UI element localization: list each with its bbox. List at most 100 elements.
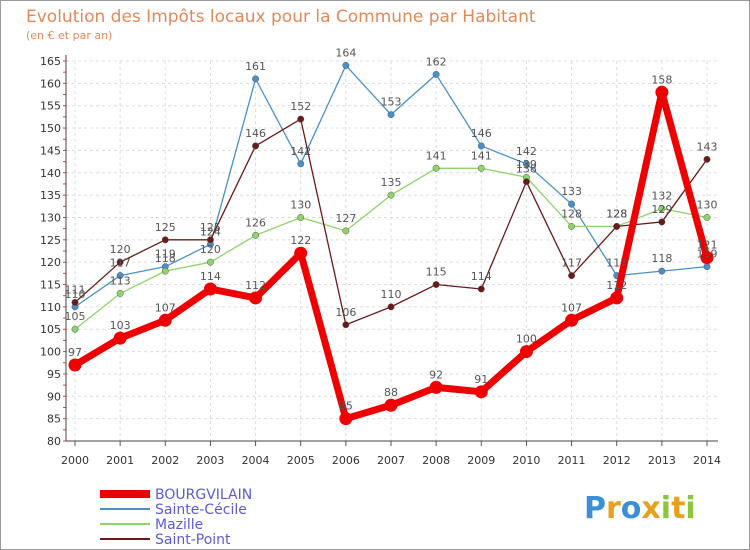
data-label: 146: [471, 127, 492, 140]
data-point: [206, 258, 214, 266]
data-label: 97: [68, 346, 82, 359]
data-label: 112: [606, 279, 627, 292]
data-label: 85: [339, 400, 353, 413]
x-tick-label: 2006: [332, 454, 360, 467]
data-label: 117: [561, 257, 582, 270]
data-point: [71, 298, 79, 306]
data-label: 118: [651, 252, 672, 265]
data-point: [252, 231, 260, 239]
x-tick-label: 2008: [422, 454, 450, 467]
data-label: 106: [335, 306, 356, 319]
data-label: 126: [245, 216, 266, 229]
data-point: [613, 222, 621, 230]
data-label: 125: [200, 221, 221, 234]
data-label: 128: [606, 207, 627, 220]
data-point: [429, 380, 443, 394]
data-point: [432, 70, 440, 78]
data-label: 143: [697, 140, 718, 153]
data-label: 119: [697, 248, 718, 261]
data-point: [519, 345, 533, 359]
data-point: [387, 111, 395, 119]
y-tick-label: 150: [40, 122, 61, 135]
data-label: 129: [651, 203, 672, 216]
y-tick-label: 100: [40, 346, 61, 359]
data-label: 152: [290, 100, 311, 113]
data-label: 120: [200, 243, 221, 256]
data-point: [203, 282, 217, 296]
chart-subtitle: (en € et par an): [26, 29, 112, 42]
y-tick-label: 115: [40, 279, 61, 292]
data-label: 128: [606, 207, 627, 220]
x-tick-label: 2000: [61, 454, 89, 467]
data-point: [522, 178, 530, 186]
x-tick-label: 2004: [242, 454, 270, 467]
data-point: [71, 325, 79, 333]
data-label: 124: [200, 225, 221, 238]
data-label: 142: [290, 145, 311, 158]
legend-label: Saint-Point: [155, 532, 231, 548]
axes: 80 85 90 95 100 105 110 115 120 125 130 135 140 145 15…: [40, 55, 721, 467]
data-label: 164: [335, 46, 356, 59]
legend: BOURGVILAINSainte-CécileMazilleSaint-Poi…: [100, 487, 252, 548]
data-label: 162: [426, 55, 447, 68]
data-label: 142: [516, 145, 537, 158]
data-label: 107: [155, 301, 176, 314]
data-label: 91: [474, 373, 488, 386]
data-label: 88: [384, 386, 398, 399]
data-point: [568, 272, 576, 280]
data-point: [387, 303, 395, 311]
data-label: 122: [290, 234, 311, 247]
y-tick-label: 165: [40, 55, 61, 68]
data-point: [252, 75, 260, 83]
data-label: 139: [516, 158, 537, 171]
proxiti-logo: Proxiti: [584, 491, 696, 526]
data-point: [610, 291, 624, 305]
data-label: 138: [516, 163, 537, 176]
data-label: 114: [471, 270, 492, 283]
data-point: [565, 313, 579, 327]
y-tick-label: 155: [40, 100, 61, 113]
x-tick-label: 2014: [693, 454, 721, 467]
data-point: [297, 115, 305, 123]
data-point: [700, 251, 714, 265]
data-label: 92: [429, 368, 443, 381]
y-tick-label: 90: [47, 390, 61, 403]
data-point: [522, 160, 530, 168]
x-tick-label: 2011: [558, 454, 586, 467]
x-tick-label: 2001: [106, 454, 134, 467]
data-point: [342, 62, 350, 69]
data-label: 113: [110, 274, 131, 287]
y-tick-label: 110: [40, 301, 61, 314]
data-point: [116, 258, 124, 266]
y-tick-label: 95: [47, 368, 61, 381]
data-label: 133: [561, 185, 582, 198]
data-label: 121: [697, 239, 718, 252]
data-label: 125: [155, 221, 176, 234]
data-point: [432, 281, 440, 288]
data-label: 153: [381, 96, 402, 109]
data-point: [477, 285, 485, 293]
data-label: 130: [290, 198, 311, 211]
data-point: [568, 222, 576, 230]
data-point: [387, 191, 395, 199]
x-tick-label: 2010: [512, 454, 540, 467]
data-label: 130: [697, 198, 718, 211]
data-label: 111: [65, 283, 86, 296]
data-point: [294, 246, 308, 260]
data-label: 141: [471, 149, 492, 162]
brand-logo: Proxiti: [584, 491, 696, 526]
y-tick-label: 130: [40, 211, 61, 224]
data-label: 110: [65, 288, 86, 301]
y-tick-label: 140: [40, 167, 61, 180]
data-point: [655, 85, 669, 99]
data-point: [568, 200, 576, 208]
data-label: 158: [651, 73, 672, 86]
chart-title: Evolution des Impôts locaux pour la Comm…: [26, 7, 536, 27]
data-point: [297, 214, 305, 221]
data-label: 161: [245, 60, 266, 73]
data-label: 107: [561, 301, 582, 314]
data-label: 100: [516, 333, 537, 346]
data-point: [703, 214, 711, 221]
